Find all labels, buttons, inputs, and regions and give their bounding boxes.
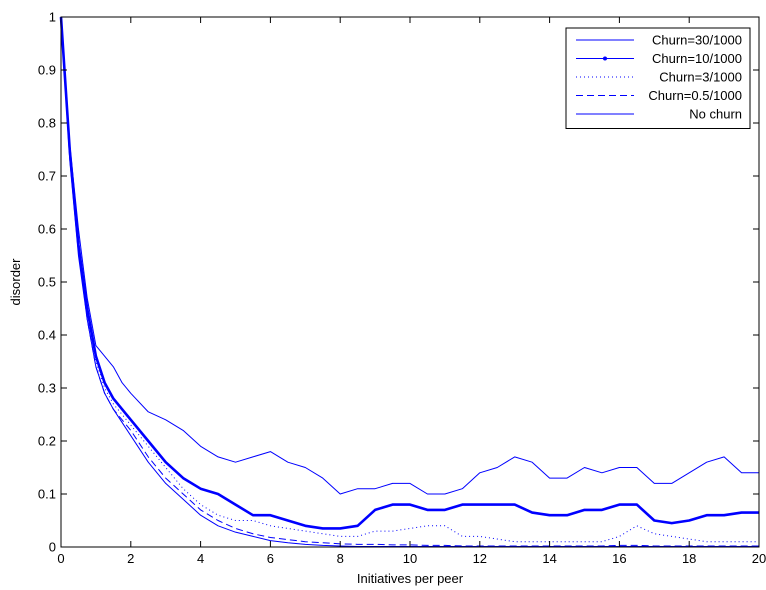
legend-label-4: No churn bbox=[689, 107, 742, 122]
legend-label-2: Churn=3/1000 bbox=[659, 70, 742, 85]
x-axis-title: Initiatives per peer bbox=[357, 571, 464, 586]
legend-label-0: Churn=30/1000 bbox=[652, 33, 742, 48]
plot-lines bbox=[59, 16, 759, 547]
legend: Churn=30/1000 Churn=10/1000 Churn=3/1000 Ch… bbox=[565, 27, 751, 129]
y-tick-label: 0.1 bbox=[38, 487, 56, 502]
y-tick-label: 0.3 bbox=[38, 381, 56, 396]
y-axis-ticks: 0 0.1 0.2 0.3 0.4 0.5 0.6 0.7 0.8 0.9 1 bbox=[38, 10, 759, 555]
legend-label-3: Churn=0.5/1000 bbox=[648, 88, 742, 103]
legend-box bbox=[565, 27, 751, 129]
x-tick-label: 2 bbox=[127, 551, 134, 566]
x-tick-label: 4 bbox=[197, 551, 204, 566]
series-line-3 bbox=[60, 16, 759, 547]
legend-marker-1 bbox=[603, 56, 607, 61]
series-line-0 bbox=[60, 16, 759, 495]
x-tick-label: 16 bbox=[612, 551, 626, 566]
y-tick-label: 0.7 bbox=[38, 169, 56, 184]
x-tick-label: 0 bbox=[57, 551, 64, 566]
legend-label-1: Churn=10/1000 bbox=[652, 51, 742, 66]
x-tick-label: 14 bbox=[542, 551, 556, 566]
y-tick-label: 0.2 bbox=[38, 434, 56, 449]
y-tick-label: 0.9 bbox=[38, 63, 56, 78]
y-tick-label: 0.4 bbox=[38, 328, 56, 343]
y-tick-label: 0 bbox=[49, 540, 56, 555]
y-tick-label: 1 bbox=[49, 10, 56, 25]
y-tick-label: 0.5 bbox=[38, 275, 56, 290]
y-tick-label: 0.6 bbox=[38, 222, 56, 237]
x-tick-label: 20 bbox=[752, 551, 766, 566]
series-line-1 bbox=[59, 16, 759, 530]
x-tick-label: 8 bbox=[337, 551, 344, 566]
series-line-4 bbox=[60, 16, 759, 547]
x-tick-label: 6 bbox=[267, 551, 274, 566]
x-tick-label: 12 bbox=[473, 551, 487, 566]
x-tick-label: 18 bbox=[682, 551, 696, 566]
y-axis-title: disorder bbox=[8, 258, 23, 306]
x-tick-label: 10 bbox=[403, 551, 417, 566]
x-axis-ticks: 0 2 4 6 8 10 12 14 16 18 20 bbox=[57, 17, 766, 566]
y-tick-label: 0.8 bbox=[38, 116, 56, 131]
